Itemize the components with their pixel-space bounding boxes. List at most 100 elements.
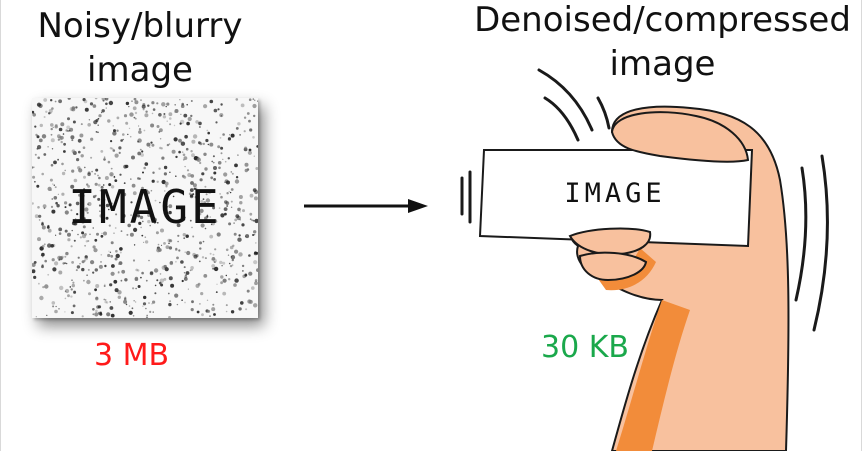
noise-speck xyxy=(206,299,209,301)
noise-speck xyxy=(223,207,228,211)
noise-speck xyxy=(235,98,239,101)
noise-speck xyxy=(97,197,101,201)
noise-speck xyxy=(43,207,46,210)
noise-speck xyxy=(87,268,90,271)
noise-speck xyxy=(111,264,115,268)
noise-speck xyxy=(199,178,203,182)
noise-speck xyxy=(240,103,245,108)
noise-speck xyxy=(128,310,133,315)
noise-speck xyxy=(100,261,102,263)
noise-speck xyxy=(150,214,154,218)
noise-speck xyxy=(95,131,98,133)
noise-speck xyxy=(253,303,258,308)
noise-speck xyxy=(60,122,65,127)
noise-speck xyxy=(129,112,134,117)
noise-speck xyxy=(108,224,111,227)
noise-speck xyxy=(174,109,179,113)
noise-speck xyxy=(117,193,120,197)
noise-speck xyxy=(228,190,230,193)
noise-speck xyxy=(129,232,134,237)
noise-speck xyxy=(246,289,250,293)
noise-speck xyxy=(95,309,98,313)
noise-speck xyxy=(34,125,37,128)
noise-speck xyxy=(230,310,235,314)
noise-speck xyxy=(225,274,227,277)
noise-speck xyxy=(138,128,142,131)
noise-speck xyxy=(151,143,155,147)
noise-speck xyxy=(110,185,115,189)
noise-speck xyxy=(105,301,109,304)
noise-speck xyxy=(101,98,106,101)
noise-speck xyxy=(198,121,202,126)
noise-speck xyxy=(97,174,99,177)
noise-speck xyxy=(204,185,207,188)
noise-speck xyxy=(84,207,89,212)
noise-speck xyxy=(253,196,258,201)
noise-speck xyxy=(65,129,68,132)
noise-speck xyxy=(76,213,79,216)
noise-speck xyxy=(81,231,85,235)
noise-speck xyxy=(168,112,173,117)
noise-speck xyxy=(171,149,176,154)
noise-speck xyxy=(67,294,70,298)
noise-speck xyxy=(254,251,257,255)
noise-speck xyxy=(166,120,168,122)
noise-speck xyxy=(211,307,216,312)
noise-speck xyxy=(60,140,63,144)
noise-speck xyxy=(114,153,119,158)
noise-speck xyxy=(213,178,217,181)
noise-speck xyxy=(209,315,211,317)
noise-speck xyxy=(141,150,144,153)
noise-speck xyxy=(244,273,248,277)
noisy-title-line2: image xyxy=(87,50,193,90)
noise-speck xyxy=(156,102,159,105)
noise-speck xyxy=(70,311,74,315)
noise-speck xyxy=(186,169,190,172)
noise-speck xyxy=(114,227,117,229)
noise-speck xyxy=(71,283,75,288)
noise-speck xyxy=(142,305,144,307)
noise-speck xyxy=(192,134,198,139)
noise-speck xyxy=(110,140,113,143)
noise-speck xyxy=(64,297,67,300)
noise-speck xyxy=(83,188,86,191)
noise-speck xyxy=(80,216,84,220)
noise-speck xyxy=(81,315,84,318)
noise-speck xyxy=(158,113,162,117)
noise-speck xyxy=(34,214,39,219)
noise-speck xyxy=(238,252,243,257)
noise-speck xyxy=(123,299,128,304)
noise-speck xyxy=(51,148,54,150)
noise-speck xyxy=(120,139,123,142)
noise-speck xyxy=(94,288,97,292)
motion-line-right-2 xyxy=(812,154,829,332)
noise-speck xyxy=(106,312,111,317)
motion-line-right-1 xyxy=(794,166,808,302)
noise-speck xyxy=(203,152,207,156)
noise-speck xyxy=(159,146,162,150)
noise-speck xyxy=(174,104,176,106)
noise-speck xyxy=(166,102,170,106)
noise-speck xyxy=(168,242,170,245)
noise-speck xyxy=(249,212,253,216)
noise-speck xyxy=(212,303,215,306)
noise-speck xyxy=(124,278,128,282)
noise-speck xyxy=(107,314,109,316)
noise-speck xyxy=(109,283,113,287)
noise-speck xyxy=(75,201,80,206)
noise-speck xyxy=(151,303,153,305)
noise-speck xyxy=(180,216,184,219)
noise-speck xyxy=(84,107,89,112)
noise-speck xyxy=(77,138,82,143)
noise-speck xyxy=(222,278,227,283)
noise-speck xyxy=(219,193,221,195)
noise-speck xyxy=(130,201,133,204)
noise-speck xyxy=(133,116,136,119)
noise-speck xyxy=(50,163,54,167)
noise-speck xyxy=(103,158,106,161)
noise-speck xyxy=(249,193,254,198)
index-finger xyxy=(568,227,652,256)
noise-speck xyxy=(94,312,99,317)
noise-speck xyxy=(137,151,142,156)
noise-speck xyxy=(148,302,150,304)
